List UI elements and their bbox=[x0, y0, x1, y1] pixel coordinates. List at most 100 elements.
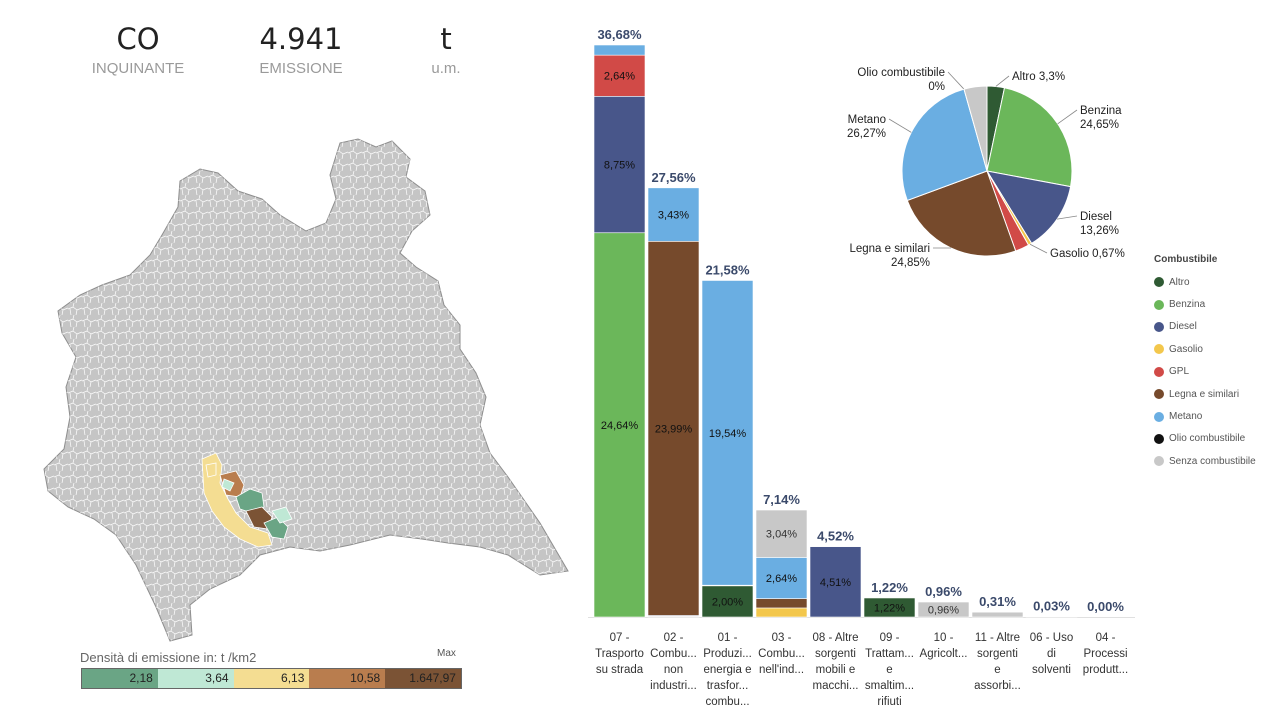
bar-total-label-9: 0,00% bbox=[1087, 599, 1124, 614]
bar-segment-label-1-2: 23,99% bbox=[655, 423, 693, 435]
fuel-legend-label: Metano bbox=[1169, 411, 1203, 423]
fuel-legend-title: Combustibile bbox=[1154, 254, 1218, 265]
pie-leader-altro bbox=[995, 75, 1010, 87]
category-label-5: 09 -Trattam... e smaltim... rifiuti bbox=[865, 632, 914, 708]
bar-segment-0-3[interactable] bbox=[593, 44, 646, 56]
bar-segment-label-5-0: 1,22% bbox=[874, 602, 905, 614]
pie-leader-gasolio bbox=[1029, 243, 1048, 254]
kpi-emission: 4.941 EMISSIONE bbox=[226, 22, 376, 77]
bar-segment-label-3-2: 2,64% bbox=[766, 573, 797, 585]
pie-leader-diesel bbox=[1056, 215, 1078, 220]
category-label-6: 10 -Agricolt... bbox=[920, 632, 968, 660]
bar-total-label-7: 0,31% bbox=[979, 594, 1016, 609]
fuel-legend-swatch bbox=[1154, 366, 1164, 377]
bar-segment-8-0[interactable] bbox=[1025, 616, 1078, 618]
bar-segment-4-0[interactable] bbox=[809, 546, 862, 618]
bar-segment-5-0[interactable] bbox=[863, 597, 916, 618]
bar-total-label-8: 0,03% bbox=[1033, 599, 1070, 614]
fuel-legend-label: Gasolio bbox=[1169, 343, 1203, 355]
fuel-legend-item-diesel[interactable]: Diesel bbox=[1154, 316, 1256, 338]
fuel-legend-item-metano[interactable]: Metano bbox=[1154, 405, 1256, 427]
bar-total-label-4: 4,52% bbox=[817, 529, 854, 544]
fuel-legend-label: Legna e similari bbox=[1169, 388, 1240, 400]
fuel-legend-item-altro[interactable]: Altro bbox=[1154, 271, 1256, 293]
bar-segment-3-2[interactable] bbox=[755, 557, 808, 599]
category-label-1: 02 -Combu... non industri... bbox=[650, 632, 697, 692]
bar-total-label-0: 36,68% bbox=[597, 27, 642, 42]
map-legend-title: Densità di emissione in: t /km2 bbox=[80, 650, 257, 665]
fuel-legend-swatch bbox=[1154, 456, 1164, 467]
fuel-legend-swatch bbox=[1154, 277, 1164, 288]
emission-density-map[interactable] bbox=[40, 135, 575, 645]
category-label-0: 07 -Trasporto su strada bbox=[595, 632, 644, 676]
bar-segment-label-6-0: 0,96% bbox=[928, 605, 959, 617]
bar-segment-label-2-0: 2,00% bbox=[712, 596, 743, 608]
category-label-8: 06 - Uso di solventi bbox=[1030, 632, 1073, 676]
kpi-pollutant: CO INQUINANTE bbox=[63, 22, 213, 77]
bar-segment-label-0-1: 8,75% bbox=[604, 160, 635, 172]
map-legend-bin-3[interactable]: 10,58 bbox=[309, 669, 386, 688]
kpi-emission-value: 4.941 bbox=[259, 22, 343, 56]
map-legend-bin-0[interactable]: 2,18 bbox=[82, 669, 158, 688]
pie-leader-metano bbox=[888, 118, 912, 133]
category-label-2: 01 -Produzi... energia e trasfor... combu..… bbox=[703, 632, 752, 708]
pie-label-olio-combustibile: Olio combustibile 0% bbox=[857, 67, 945, 93]
bar-total-label-1: 27,56% bbox=[651, 170, 696, 185]
bar-segment-1-3[interactable] bbox=[647, 187, 700, 242]
fuel-legend-swatch bbox=[1154, 411, 1164, 422]
kpi-pollutant-label: INQUINANTE bbox=[91, 60, 185, 77]
fuel-legend-swatch bbox=[1154, 321, 1164, 332]
kpi-pollutant-value: CO bbox=[116, 22, 160, 56]
fuel-legend-item-benzina[interactable]: Benzina bbox=[1154, 293, 1256, 315]
fuel-legend-swatch bbox=[1154, 433, 1164, 444]
pie-slice-benzina[interactable] bbox=[986, 87, 1073, 188]
fuel-legend-label: Benzina bbox=[1169, 299, 1206, 311]
category-label-4: 08 - Altre sorgenti mobili e macchi... bbox=[812, 632, 858, 692]
map-legend-bin-1[interactable]: 3,64 bbox=[157, 669, 234, 688]
kpi-unit-label: u.m. bbox=[431, 60, 461, 77]
fuel-legend-item-gasolio[interactable]: Gasolio bbox=[1154, 338, 1256, 360]
pie-label-altro: Altro 3,3% bbox=[1012, 71, 1065, 83]
fuel-legend-item-legna-e-similari[interactable]: Legna e similari bbox=[1154, 383, 1256, 405]
sector-stacked-bar-chart: 24,64% 8,75% 2,64% 36,68% 07 -Trasporto su st… bbox=[588, 27, 1135, 708]
bar-total-label-2: 21,58% bbox=[705, 262, 750, 277]
map-legend-scale: 2,18 3,64 6,13 10,58 1.647,97 bbox=[81, 668, 462, 689]
bar-segment-3-1[interactable] bbox=[755, 598, 808, 609]
fuel-legend-label: Senza combustibile bbox=[1169, 455, 1256, 467]
bar-segment-label-4-0: 4,51% bbox=[820, 577, 851, 589]
pie-label-diesel: Diesel 13,26% bbox=[1080, 211, 1119, 237]
map-legend-max: Max bbox=[437, 648, 456, 659]
fuel-legend-item-senza-combustibile[interactable]: Senza combustibile bbox=[1154, 450, 1256, 472]
kpi-unit: t u.m. bbox=[371, 22, 521, 77]
pie-slice-diesel[interactable] bbox=[985, 170, 1072, 245]
pie-slice-metano[interactable] bbox=[901, 88, 988, 202]
map-legend-bin-4[interactable]: 1.647,97 bbox=[385, 669, 461, 688]
bar-segment-label-3-3: 3,04% bbox=[766, 529, 797, 541]
bar-segment-2-2[interactable] bbox=[701, 280, 754, 586]
fuel-legend-label: Olio combustibile bbox=[1169, 433, 1246, 445]
bar-segment-3-0[interactable] bbox=[755, 607, 808, 618]
fuel-legend-swatch bbox=[1154, 389, 1164, 400]
pie-leader-olio-combustibile bbox=[947, 71, 965, 90]
bar-segment-label-0-2: 2,64% bbox=[604, 71, 635, 83]
category-label-3: 03 -Combu... nell'ind... bbox=[758, 632, 805, 676]
fuel-legend-label: Altro bbox=[1169, 276, 1190, 288]
bar-segment-1-2[interactable] bbox=[647, 241, 700, 616]
bar-segment-label-1-3: 3,43% bbox=[658, 210, 689, 222]
pie-leader-benzina bbox=[1057, 109, 1078, 125]
bar-segment-label-2-2: 19,54% bbox=[709, 428, 747, 440]
bar-segment-3-3[interactable] bbox=[755, 509, 808, 558]
bar-segment-label-0-0: 24,64% bbox=[601, 420, 639, 432]
bar-total-label-5: 1,22% bbox=[871, 580, 908, 595]
bar-segment-6-0[interactable] bbox=[917, 601, 970, 618]
fuel-legend-item-olio-combustibile[interactable]: Olio combustibile bbox=[1154, 428, 1256, 450]
fuel-legend: Combustibile Altro Benzina Diesel Gasolio GP… bbox=[1154, 254, 1256, 473]
kpi-emission-label: EMISSIONE bbox=[259, 60, 343, 77]
hotspot-cluster[interactable] bbox=[201, 452, 293, 548]
bar-segment-7-0[interactable] bbox=[971, 611, 1024, 618]
fuel-legend-item-gpl[interactable]: GPL bbox=[1154, 361, 1256, 383]
pie-label-legna-e-similari: Legna e similari 24,85% bbox=[849, 243, 930, 269]
map-legend-bin-2[interactable]: 6,13 bbox=[233, 669, 310, 688]
fuel-pie-chart: Altro 3,3% Benzina 24,65% Diesel 13,26% Gasol… bbox=[847, 67, 1125, 269]
pie-slice-senza-combustibile[interactable] bbox=[963, 85, 988, 172]
